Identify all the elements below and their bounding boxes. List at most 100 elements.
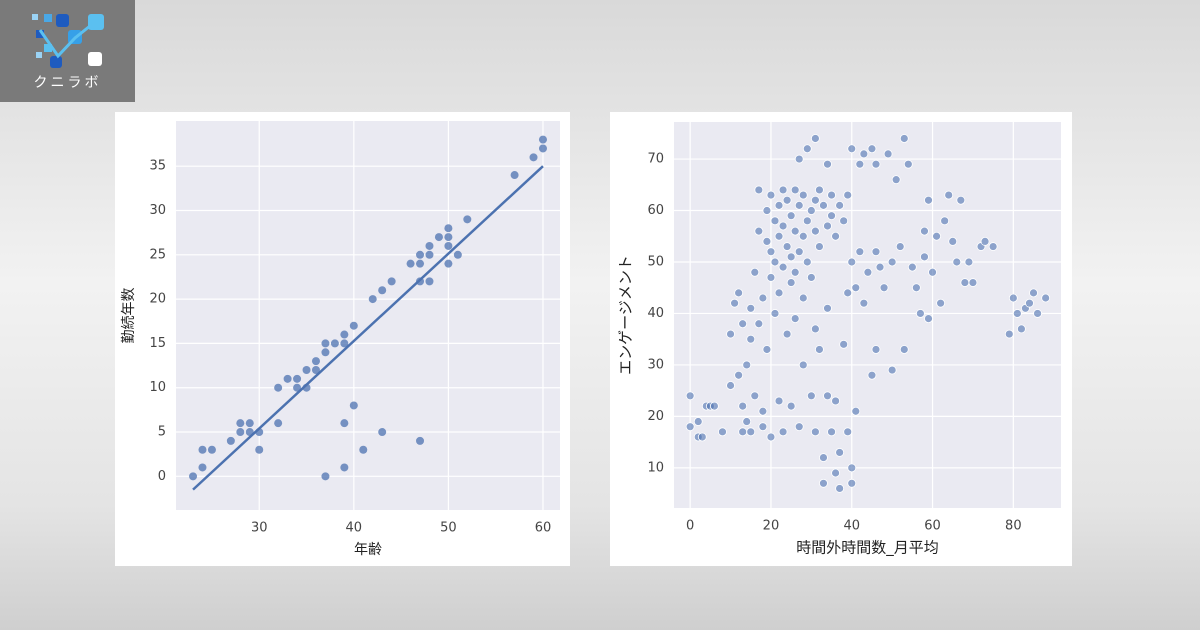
point <box>786 278 796 287</box>
point <box>810 195 820 205</box>
point <box>685 391 695 401</box>
point <box>964 257 974 267</box>
point <box>810 226 820 236</box>
point <box>827 427 836 437</box>
point <box>463 215 472 224</box>
point <box>444 233 453 242</box>
point <box>790 267 800 277</box>
point <box>1033 309 1042 318</box>
point <box>831 231 840 241</box>
point <box>778 185 788 195</box>
point <box>311 357 320 366</box>
point <box>321 348 330 357</box>
point <box>835 448 845 457</box>
point <box>330 339 339 348</box>
point <box>936 298 946 308</box>
point <box>274 419 283 428</box>
point <box>859 298 869 308</box>
point <box>734 370 744 380</box>
point <box>810 427 820 437</box>
x-axis-label: 年齢 <box>354 542 382 558</box>
point <box>770 257 780 267</box>
point <box>831 468 840 478</box>
point <box>742 360 752 370</box>
point <box>754 226 764 236</box>
point <box>867 370 877 380</box>
point <box>189 472 198 481</box>
y-tick-label: 5 <box>158 425 166 440</box>
point <box>794 154 804 164</box>
y-tick-label: 70 <box>647 152 664 167</box>
point <box>340 339 349 348</box>
point <box>827 211 836 221</box>
point <box>835 200 845 210</box>
point <box>444 224 453 233</box>
point <box>948 237 958 246</box>
plot-area <box>674 122 1061 508</box>
point <box>226 436 235 445</box>
point <box>835 484 845 493</box>
y-tick-label: 0 <box>158 469 166 484</box>
point <box>802 257 812 267</box>
point <box>754 319 764 329</box>
point <box>538 135 547 144</box>
point <box>746 303 756 313</box>
point <box>790 314 800 324</box>
point <box>899 345 909 354</box>
y-tick-label: 10 <box>149 380 166 395</box>
point <box>762 237 772 246</box>
point <box>887 257 897 267</box>
point <box>891 175 901 185</box>
y-tick-label: 20 <box>647 409 664 424</box>
y-tick-label: 30 <box>149 203 166 218</box>
y-axis-label: 勤続年数 <box>120 288 137 344</box>
logo-text: クニラボ <box>33 75 102 91</box>
point <box>794 422 804 432</box>
point <box>340 419 349 428</box>
point <box>774 396 784 406</box>
point <box>827 190 836 200</box>
point <box>810 324 820 334</box>
x-tick-label: 60 <box>924 519 941 534</box>
x-tick-label: 60 <box>535 521 552 536</box>
point <box>786 401 796 411</box>
point <box>770 216 780 226</box>
point <box>851 406 861 416</box>
point <box>198 445 207 454</box>
point <box>932 231 941 241</box>
point <box>754 185 764 195</box>
point <box>434 233 443 242</box>
point <box>718 427 727 437</box>
point <box>236 419 245 428</box>
point <box>762 206 772 215</box>
point <box>924 314 933 324</box>
x-tick-label: 80 <box>1005 519 1022 534</box>
point <box>236 428 245 437</box>
point <box>798 231 808 241</box>
panel: 30 40 50 60 0 5 10 15 20 25 30 35 年齢 勤続年数 <box>115 112 570 566</box>
point <box>778 427 788 437</box>
point <box>806 206 816 215</box>
point <box>198 463 207 472</box>
point <box>738 319 748 329</box>
point <box>887 365 897 375</box>
point <box>774 231 784 241</box>
point <box>770 309 780 318</box>
point <box>899 134 909 143</box>
point <box>960 278 970 287</box>
point <box>855 159 865 169</box>
point <box>871 345 881 354</box>
point <box>758 422 768 432</box>
point <box>911 283 921 293</box>
point <box>843 427 853 437</box>
point <box>839 216 849 226</box>
point <box>802 144 812 154</box>
point <box>742 417 752 426</box>
point <box>730 298 739 308</box>
point <box>810 134 820 143</box>
point <box>774 288 784 298</box>
point <box>798 190 808 200</box>
point <box>274 383 283 392</box>
point <box>815 345 824 354</box>
point <box>293 374 302 383</box>
